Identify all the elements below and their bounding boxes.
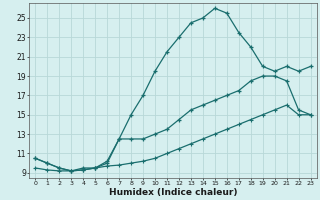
- X-axis label: Humidex (Indice chaleur): Humidex (Indice chaleur): [109, 188, 237, 197]
